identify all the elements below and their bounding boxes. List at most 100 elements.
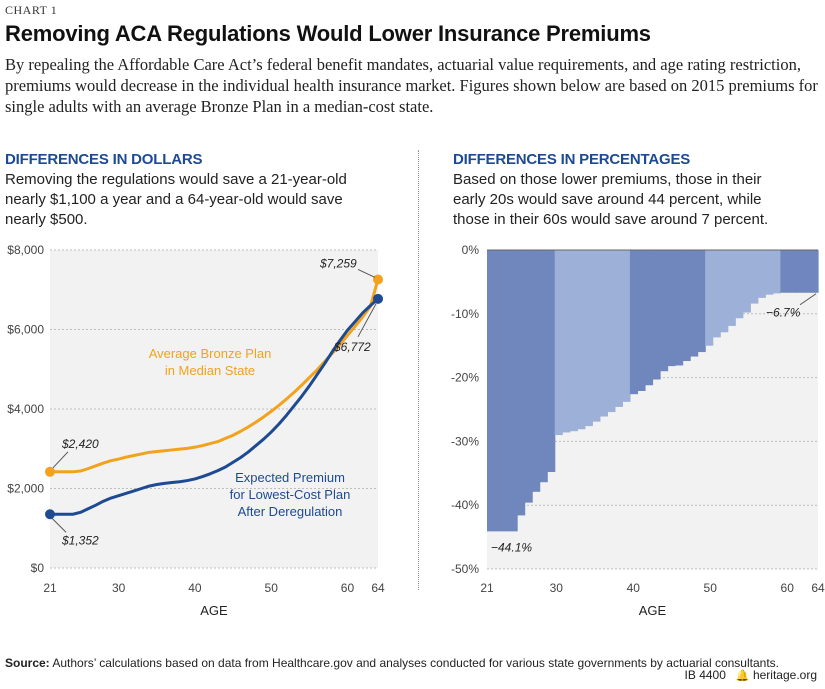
area-bar [494, 250, 503, 532]
data-label: $6,772 [333, 340, 371, 354]
area-bar [675, 250, 684, 366]
leader-line [357, 269, 376, 278]
data-label: −44.1% [491, 540, 532, 554]
y-tick-label-right: -40% [451, 498, 479, 512]
area-bar [682, 250, 691, 362]
area-bar [614, 250, 624, 407]
y-tick-label-left: $8,000 [7, 243, 44, 257]
y-tick-label-right: -50% [451, 562, 479, 576]
source-text: Authors’ calculations based on data from… [52, 656, 779, 670]
area-bar [569, 250, 578, 432]
series-label: in Median State [165, 363, 255, 378]
area-bar [622, 250, 631, 402]
x-tick-label-right: 40 [627, 581, 641, 595]
area-bar [524, 250, 533, 503]
area-bar [690, 250, 699, 357]
x-tick-label-left: 30 [112, 581, 126, 595]
right-panel-heading: DIFFERENCES IN PERCENTAGES [453, 151, 691, 168]
chart-number: CHART 1 [5, 3, 58, 17]
area-bar [554, 250, 563, 436]
area-bar [547, 250, 556, 473]
area-bar [810, 250, 819, 293]
site-name: heritage.org [752, 668, 817, 682]
area-bar [795, 250, 804, 293]
start-point [45, 509, 55, 520]
series-label: Expected Premium [235, 470, 345, 485]
area-bar [599, 250, 608, 417]
x-tick-label-left: 64 [371, 581, 385, 595]
area-bar [787, 250, 797, 293]
area-bar [592, 250, 601, 422]
y-tick-label-right: -10% [451, 307, 479, 321]
area-bar [562, 250, 571, 433]
end-point [373, 293, 383, 304]
data-label: −6.7% [766, 306, 801, 320]
leader-line [799, 293, 817, 306]
leader-line [52, 451, 69, 469]
area-bar [765, 250, 774, 295]
area-bar [532, 250, 541, 492]
x-tick-label-right: 60 [781, 581, 795, 595]
left-panel-text: Removing the regulations would save a 21… [5, 171, 347, 228]
x-tick-label-left: 60 [341, 581, 355, 595]
y-tick-label-left: $2,000 [7, 482, 44, 496]
y-tick-label-right: -30% [451, 434, 479, 448]
area-bar [750, 250, 759, 304]
area-bar [502, 250, 511, 532]
start-point [45, 466, 55, 477]
y-tick-label-left: $0 [31, 561, 45, 575]
end-point [373, 274, 383, 285]
x-tick-label-right: 21 [480, 581, 494, 595]
area-bar [802, 250, 812, 293]
chart-description: By repealing the Affordable Care Act’s f… [5, 55, 818, 116]
x-axis-title-left: AGE [200, 603, 228, 618]
left-panel-heading: DIFFERENCES IN DOLLARS [5, 151, 203, 168]
footer-credit: IB 4400 🔔 heritage.org [685, 668, 817, 682]
area-bar [712, 250, 721, 338]
area-bar [697, 250, 706, 353]
leader-line [51, 517, 67, 533]
data-label: $1,352 [61, 533, 99, 547]
y-tick-label-right: 0% [462, 243, 480, 257]
leader-line [357, 303, 377, 338]
area-bar [509, 250, 518, 532]
x-tick-label-right: 30 [550, 581, 564, 595]
area-bar [720, 250, 729, 333]
x-tick-label-right: 64 [811, 581, 825, 595]
y-tick-label-right: -20% [451, 371, 479, 385]
x-axis-title-right: AGE [639, 603, 667, 618]
area-bar [607, 250, 616, 413]
bell-icon: 🔔 [735, 670, 750, 682]
data-label: $7,259 [319, 256, 357, 270]
y-tick-label-left: $4,000 [7, 402, 44, 416]
area-bar [727, 250, 736, 326]
x-tick-label-left: 21 [43, 581, 57, 595]
area-bar [667, 250, 676, 367]
x-tick-label-left: 40 [188, 581, 202, 595]
area-bar [539, 250, 548, 483]
data-label: $2,420 [61, 437, 99, 451]
panel-divider [418, 150, 419, 590]
area-bar [652, 250, 661, 380]
area-bar [772, 250, 781, 294]
series-label: Average Bronze Plan [149, 346, 272, 361]
area-bar [487, 250, 496, 532]
area-bar [757, 250, 766, 298]
area-bar [735, 250, 744, 319]
area-bar [517, 250, 526, 516]
chart-title: Removing ACA Regulations Would Lower Ins… [5, 21, 651, 46]
area-bar [584, 250, 593, 427]
ib-number: IB 4400 [684, 668, 726, 682]
area-bar [742, 250, 751, 313]
right-panel-text: Based on those lower premiums, those in … [453, 171, 769, 228]
area-bar [660, 250, 669, 372]
area-bar [577, 250, 586, 430]
x-tick-label-left: 50 [265, 581, 279, 595]
source-note: Source: Authors’ calculations based on d… [5, 656, 779, 671]
area-bar [644, 250, 654, 386]
x-tick-label-right: 50 [704, 581, 718, 595]
area-bar [780, 250, 789, 293]
area-bar [629, 250, 639, 395]
area-bar [705, 250, 714, 346]
